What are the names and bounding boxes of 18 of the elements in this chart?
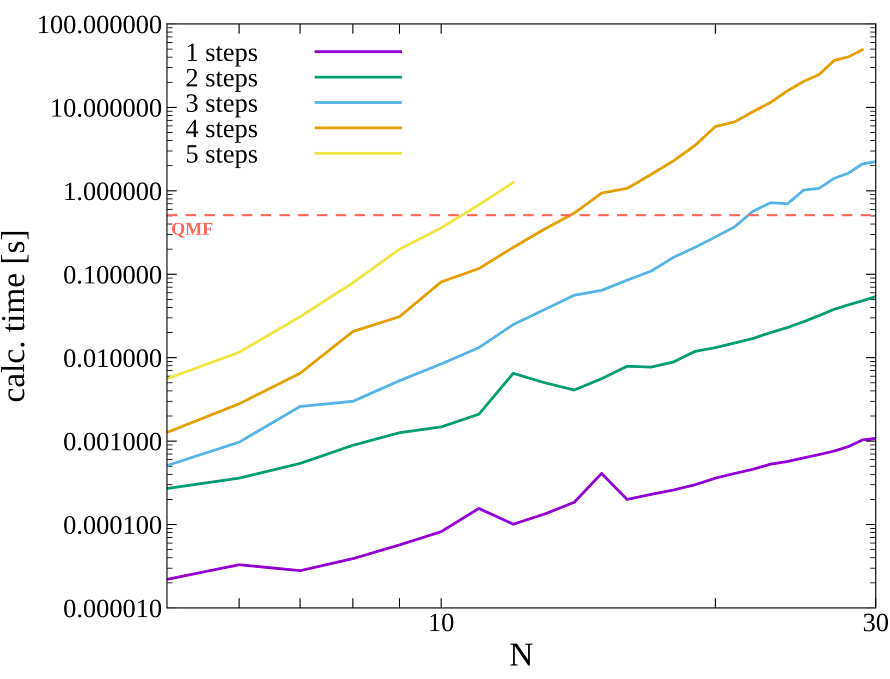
- x-tick-label: 30: [864, 614, 888, 632]
- legend-label: 4 steps: [186, 120, 258, 143]
- y-tick-label: 10.000000: [52, 99, 162, 117]
- legend-label: 1 steps: [188, 43, 258, 67]
- y-tick-label: 0.010000: [64, 349, 162, 368]
- legend-label: 5 steps: [186, 145, 258, 168]
- ref-line-label: QMF: [172, 222, 212, 238]
- legend-label: 2 steps: [186, 68, 258, 92]
- y-tick-label: 0.000010: [64, 600, 162, 618]
- y-axis-title: calc. time [s]: [0, 232, 29, 402]
- y-tick-label: 0.001000: [64, 432, 162, 451]
- x-axis-title: N: [510, 644, 533, 666]
- y-tick-label: 0.100000: [64, 266, 162, 284]
- y-tick-label: 100.000000: [39, 16, 162, 34]
- y-tick-label: 1.000000: [65, 182, 162, 200]
- legend-label: 3 steps: [186, 94, 258, 118]
- y-tick-label: 0.000100: [64, 516, 162, 534]
- x-tick-label: 10: [430, 614, 454, 632]
